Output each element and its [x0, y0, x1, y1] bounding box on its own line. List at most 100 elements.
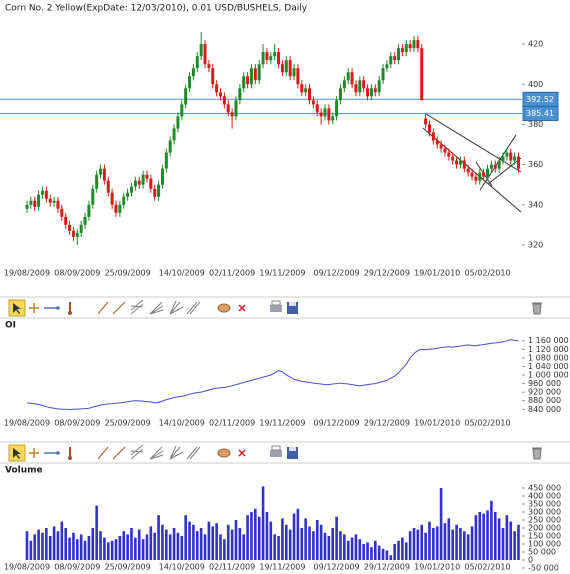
bar — [45, 528, 48, 560]
candle-body — [482, 172, 486, 177]
candle-body — [342, 80, 346, 89]
bar — [346, 540, 350, 560]
bar — [48, 536, 52, 560]
candle-body — [137, 180, 141, 185]
panel-title: OI — [5, 321, 16, 331]
candle-body — [56, 200, 60, 209]
bar — [207, 521, 211, 560]
x-tick-label: 29/12/2009 — [364, 563, 410, 572]
candle-body — [451, 156, 455, 161]
bar — [463, 531, 466, 560]
bar — [149, 526, 153, 560]
candle-body — [118, 204, 122, 213]
candle-body — [478, 172, 482, 181]
bar — [474, 515, 478, 560]
candle-body — [385, 64, 389, 69]
candle-body — [455, 160, 459, 165]
candle-body — [25, 204, 29, 209]
bar — [176, 532, 180, 560]
bar — [257, 516, 261, 560]
bar — [292, 513, 296, 560]
candle-body — [393, 56, 397, 61]
bar — [172, 528, 176, 560]
bar — [374, 540, 377, 560]
candle-body — [462, 160, 466, 169]
candle-body — [292, 68, 296, 77]
bar — [393, 544, 396, 560]
x-tick-label: 19/08/2009 — [4, 269, 50, 278]
candle-body — [95, 174, 99, 189]
bar — [370, 547, 373, 560]
candle-body — [397, 48, 401, 61]
y-tick-label: 150 000 — [528, 532, 561, 541]
bar — [497, 518, 501, 560]
candle-body — [408, 44, 412, 49]
y-tick-label: 400 — [528, 80, 543, 89]
bar — [254, 508, 257, 560]
candle-body — [64, 216, 68, 225]
bar — [83, 540, 87, 560]
bar — [211, 526, 215, 560]
candle-body — [110, 192, 114, 205]
candle-body — [133, 180, 137, 187]
candle-body — [199, 44, 203, 57]
y-tick-label: 960 000 — [528, 379, 561, 388]
bar — [513, 531, 516, 560]
x-tick-label: 08/09/2009 — [54, 269, 100, 278]
candle-body — [435, 140, 439, 145]
bar — [505, 515, 509, 560]
panel-title: Volume — [5, 466, 43, 476]
bar — [64, 528, 67, 560]
bar — [350, 537, 354, 560]
bar — [99, 531, 102, 560]
y-tick-label: 840 000 — [528, 405, 561, 414]
candle-body — [261, 52, 265, 65]
candle-body — [427, 124, 431, 133]
candle-body — [211, 68, 215, 85]
bar — [362, 544, 365, 560]
bar — [404, 542, 408, 560]
y-tick-label: 100 000 — [528, 540, 561, 549]
candle-body — [91, 188, 95, 205]
candle-body — [222, 96, 226, 105]
bar — [153, 532, 157, 560]
candle-body — [327, 108, 331, 121]
bar — [308, 526, 311, 560]
candle-body — [234, 100, 238, 117]
oi-line — [26, 339, 519, 411]
candle-body — [273, 52, 277, 57]
candle-body — [29, 200, 33, 205]
bar — [304, 518, 307, 560]
bar — [277, 536, 280, 560]
x-tick-label: 08/09/2009 — [54, 563, 100, 572]
candle-body — [280, 64, 284, 73]
candle-body — [160, 168, 164, 185]
candle-body — [335, 100, 339, 117]
x-tick-label: 19/01/2010 — [414, 269, 460, 278]
bar — [401, 537, 404, 560]
bar — [428, 521, 431, 560]
bar — [68, 537, 71, 560]
x-tick-label: 02/11/2009 — [209, 563, 255, 572]
candle-body — [102, 168, 106, 181]
candle-body — [304, 88, 308, 93]
x-tick-label: 14/10/2009 — [159, 563, 205, 572]
candle-body — [358, 80, 362, 93]
bar — [87, 536, 91, 560]
candle-body — [79, 224, 83, 233]
candle-body — [424, 118, 428, 125]
candle-body — [188, 76, 192, 89]
y-tick-label: 450 000 — [528, 484, 561, 493]
candle-body — [141, 174, 145, 185]
level-label: 392.52 — [526, 95, 554, 104]
y-tick-label: 250 000 — [528, 516, 561, 525]
candle-body — [71, 230, 75, 237]
x-tick-label: 09/12/2009 — [314, 419, 360, 428]
bar — [470, 526, 474, 560]
candle-body — [129, 186, 133, 193]
candle-body — [207, 64, 211, 69]
bar — [459, 528, 462, 560]
bar — [501, 528, 505, 560]
bar — [56, 531, 60, 560]
candle-body — [176, 116, 180, 129]
